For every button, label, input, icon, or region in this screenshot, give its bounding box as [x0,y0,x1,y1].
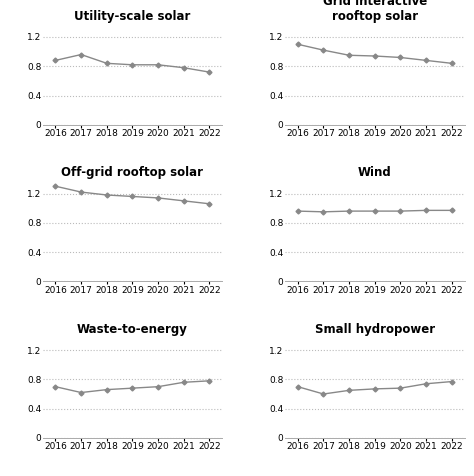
Title: Utility-scale solar: Utility-scale solar [74,10,191,23]
Title: Grid interactive
rooftop solar: Grid interactive rooftop solar [323,0,427,23]
Title: Waste-to-energy: Waste-to-energy [77,323,188,336]
Title: Wind: Wind [358,166,392,179]
Title: Off-grid rooftop solar: Off-grid rooftop solar [62,166,203,179]
Title: Small hydropower: Small hydropower [315,323,435,336]
